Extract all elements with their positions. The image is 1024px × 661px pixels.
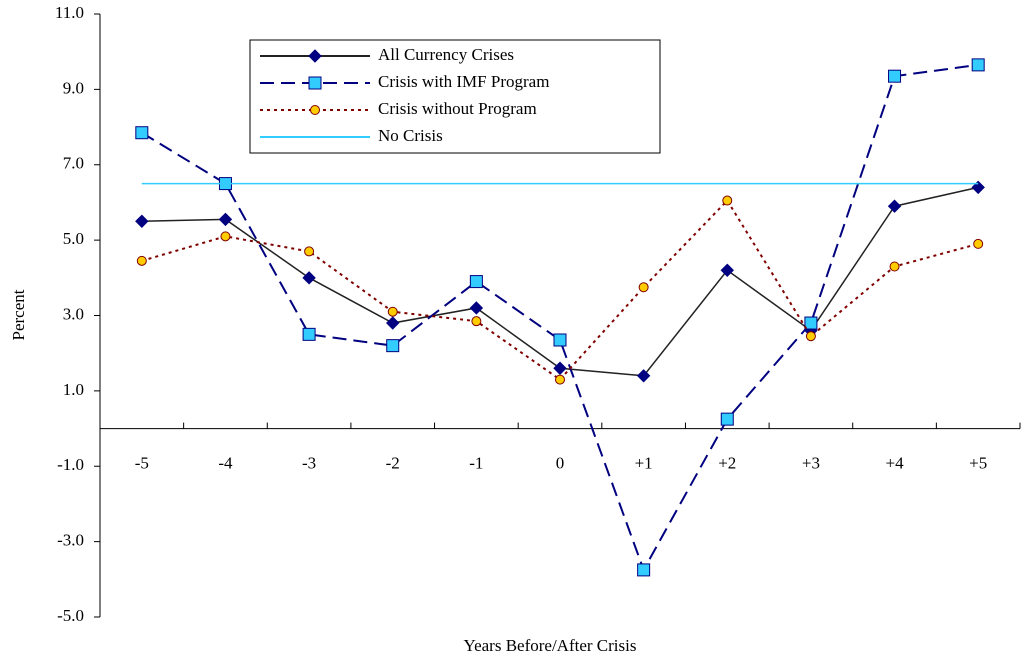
marker bbox=[469, 301, 484, 315]
marker bbox=[386, 339, 400, 353]
x-tick-label: +5 bbox=[969, 453, 987, 472]
y-tick-label: -5.0 bbox=[57, 606, 84, 625]
legend-label: Crisis with IMF Program bbox=[378, 72, 549, 91]
legend-marker bbox=[308, 76, 322, 90]
marker bbox=[220, 231, 231, 242]
x-tick-label: +3 bbox=[802, 453, 820, 472]
y-tick-label: 9.0 bbox=[63, 78, 84, 97]
marker bbox=[218, 212, 233, 227]
x-tick-label: +4 bbox=[885, 453, 904, 472]
marker bbox=[386, 316, 400, 330]
series-line bbox=[141, 63, 979, 573]
marker bbox=[973, 238, 984, 249]
y-axis-label: Percent bbox=[9, 289, 28, 340]
marker bbox=[722, 195, 733, 206]
y-tick-label: 7.0 bbox=[63, 154, 84, 173]
legend-label: No Crisis bbox=[378, 126, 443, 145]
y-tick-label: 1.0 bbox=[63, 380, 84, 399]
marker bbox=[555, 374, 565, 385]
y-tick-label: -1.0 bbox=[57, 455, 84, 474]
marker bbox=[887, 199, 902, 213]
marker bbox=[720, 412, 734, 426]
x-axis-label: Years Before/After Crisis bbox=[464, 636, 637, 655]
marker bbox=[471, 316, 482, 327]
x-tick-label: -4 bbox=[218, 453, 233, 472]
marker bbox=[889, 261, 900, 272]
marker bbox=[469, 275, 483, 289]
legend-label: Crisis without Program bbox=[378, 99, 537, 118]
legend-label: All Currency Crises bbox=[378, 45, 514, 64]
marker bbox=[971, 180, 985, 195]
marker bbox=[636, 369, 651, 383]
x-tick-label: -1 bbox=[469, 453, 483, 472]
marker bbox=[888, 69, 902, 83]
marker bbox=[637, 563, 651, 577]
marker bbox=[302, 327, 316, 341]
marker bbox=[136, 255, 147, 266]
x-tick-label: -5 bbox=[135, 453, 149, 472]
marker bbox=[804, 316, 818, 330]
x-tick-label: -2 bbox=[386, 453, 400, 472]
marker bbox=[302, 271, 316, 285]
marker bbox=[720, 263, 734, 277]
marker bbox=[971, 58, 985, 72]
x-tick-label: -3 bbox=[302, 453, 316, 472]
y-tick-label: 3.0 bbox=[63, 304, 84, 323]
y-tick-label: 5.0 bbox=[63, 229, 84, 248]
marker bbox=[553, 333, 567, 347]
x-tick-label: +1 bbox=[635, 453, 653, 472]
series-line bbox=[141, 198, 979, 381]
y-tick-label: 11.0 bbox=[55, 3, 84, 22]
marker bbox=[304, 246, 315, 257]
marker bbox=[805, 331, 816, 342]
x-tick-label: 0 bbox=[556, 453, 565, 472]
marker bbox=[387, 306, 398, 317]
series-line bbox=[141, 186, 979, 377]
marker bbox=[135, 214, 149, 228]
marker bbox=[638, 282, 649, 293]
marker bbox=[135, 126, 149, 140]
marker bbox=[553, 361, 567, 375]
legend-marker bbox=[308, 49, 322, 63]
x-tick-label: +2 bbox=[718, 453, 736, 472]
y-tick-label: -3.0 bbox=[57, 531, 84, 550]
legend-marker bbox=[310, 105, 320, 115]
